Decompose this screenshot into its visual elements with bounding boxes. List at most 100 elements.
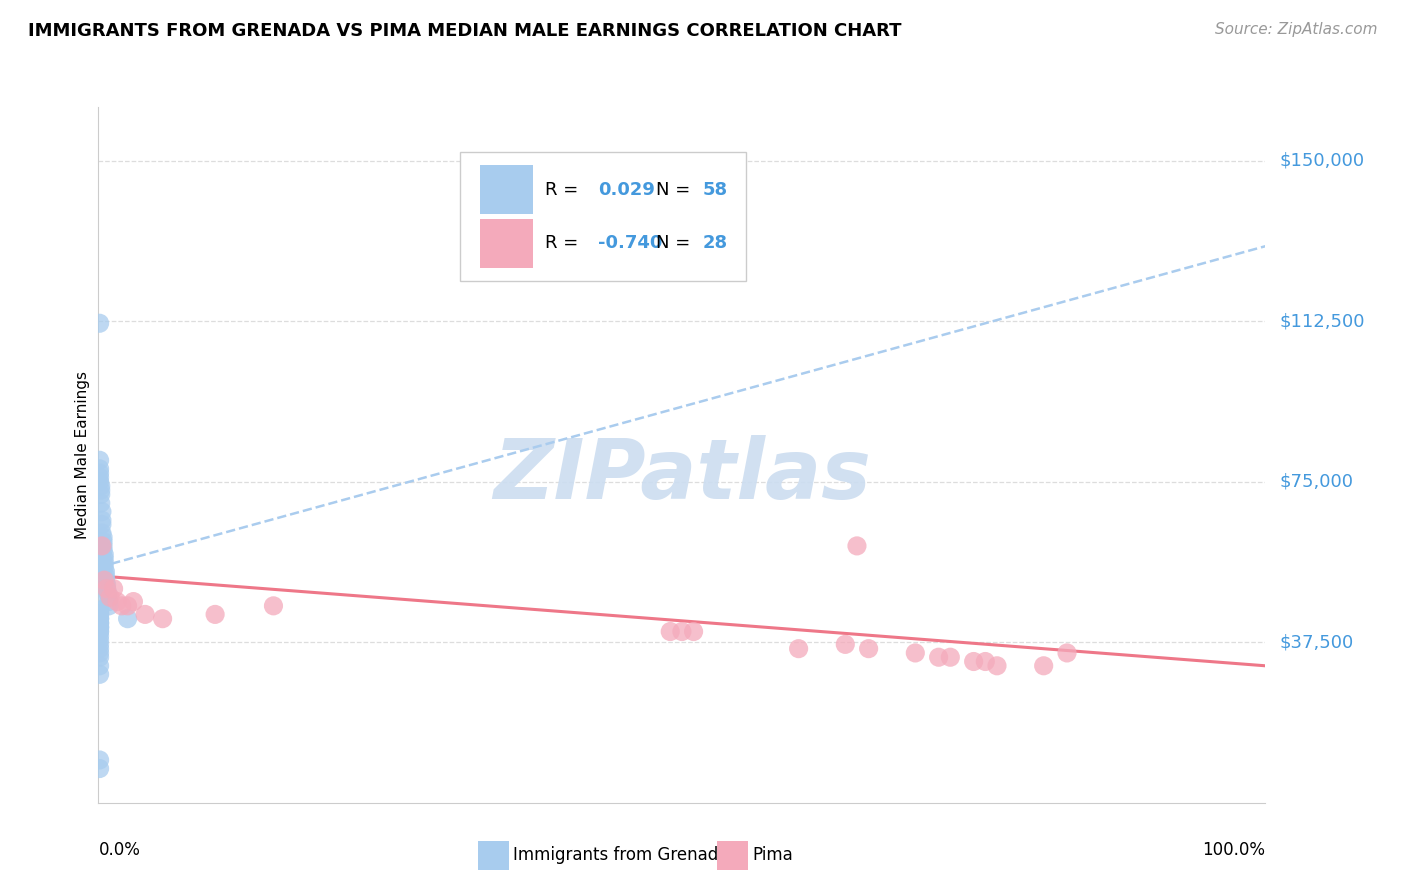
Point: [117, 599, 139, 613]
Text: 100.0%: 100.0%: [1202, 841, 1265, 859]
FancyBboxPatch shape: [460, 153, 747, 281]
Point: [89, 316, 111, 330]
Text: ZIPatlas: ZIPatlas: [494, 435, 870, 516]
Point: [93, 551, 115, 566]
Point: [89, 612, 111, 626]
Point: [90, 526, 112, 541]
Text: N =: N =: [657, 235, 690, 252]
Point: [904, 646, 927, 660]
Text: $75,000: $75,000: [1279, 473, 1354, 491]
Point: [89, 466, 111, 480]
Point: [974, 655, 997, 669]
Point: [89, 646, 111, 660]
Text: Source: ZipAtlas.com: Source: ZipAtlas.com: [1215, 22, 1378, 37]
Point: [90, 513, 112, 527]
Point: [89, 624, 111, 639]
Text: 58: 58: [703, 181, 728, 199]
Text: Pima: Pima: [752, 847, 793, 864]
Point: [89, 641, 111, 656]
Point: [89, 620, 111, 634]
Point: [89, 607, 111, 622]
Point: [89, 667, 111, 681]
Point: [90, 483, 112, 498]
Point: [94, 565, 117, 579]
Point: [96, 582, 118, 596]
Point: [105, 594, 128, 608]
Point: [111, 599, 134, 613]
Y-axis label: Median Male Earnings: Median Male Earnings: [75, 371, 90, 539]
Point: [89, 607, 111, 622]
Text: R =: R =: [546, 181, 585, 199]
Point: [90, 479, 112, 493]
Point: [89, 615, 111, 630]
Point: [89, 624, 111, 639]
Point: [97, 594, 120, 608]
Point: [939, 650, 962, 665]
Point: [89, 615, 111, 630]
Point: [89, 620, 111, 634]
Point: [787, 641, 810, 656]
Point: [91, 530, 114, 544]
Point: [89, 629, 111, 643]
Point: [986, 658, 1008, 673]
Point: [89, 615, 111, 630]
Point: [94, 573, 117, 587]
Point: [96, 582, 118, 596]
Point: [89, 633, 111, 648]
Point: [103, 582, 125, 596]
Point: [89, 620, 111, 634]
Text: $150,000: $150,000: [1279, 152, 1364, 169]
Point: [89, 603, 111, 617]
Point: [1056, 646, 1078, 660]
Text: 0.029: 0.029: [598, 181, 655, 199]
Point: [89, 475, 111, 489]
Point: [659, 624, 682, 639]
Point: [90, 496, 112, 510]
Point: [682, 624, 704, 639]
Point: [89, 462, 111, 476]
Point: [90, 505, 112, 519]
Point: [89, 650, 111, 665]
Point: [89, 603, 111, 617]
Point: [89, 753, 111, 767]
Point: [962, 655, 984, 669]
Text: 0.0%: 0.0%: [98, 841, 141, 859]
Point: [1032, 658, 1054, 673]
Point: [89, 453, 111, 467]
Point: [91, 539, 114, 553]
Point: [93, 573, 115, 587]
Point: [134, 607, 156, 622]
Point: [89, 637, 111, 651]
Text: -0.740: -0.740: [598, 235, 662, 252]
Point: [93, 548, 115, 562]
Point: [90, 517, 112, 532]
Point: [96, 577, 118, 591]
Point: [928, 650, 950, 665]
Point: [204, 607, 226, 622]
Text: Immigrants from Grenada: Immigrants from Grenada: [513, 847, 728, 864]
Point: [671, 624, 693, 639]
Point: [262, 599, 284, 613]
Text: R =: R =: [546, 235, 585, 252]
Point: [93, 560, 115, 574]
Point: [834, 637, 856, 651]
Point: [98, 591, 121, 605]
FancyBboxPatch shape: [479, 166, 533, 214]
Point: [89, 607, 111, 622]
Point: [89, 612, 111, 626]
Point: [89, 612, 111, 626]
Text: 28: 28: [703, 235, 728, 252]
Point: [858, 641, 880, 656]
Point: [91, 543, 114, 558]
Point: [94, 569, 117, 583]
Text: N =: N =: [657, 181, 690, 199]
Point: [89, 658, 111, 673]
Point: [93, 556, 115, 570]
Point: [89, 470, 111, 484]
Point: [117, 612, 139, 626]
Point: [845, 539, 868, 553]
FancyBboxPatch shape: [479, 219, 533, 268]
Point: [97, 591, 120, 605]
Text: $112,500: $112,500: [1279, 312, 1365, 330]
Point: [97, 586, 120, 600]
